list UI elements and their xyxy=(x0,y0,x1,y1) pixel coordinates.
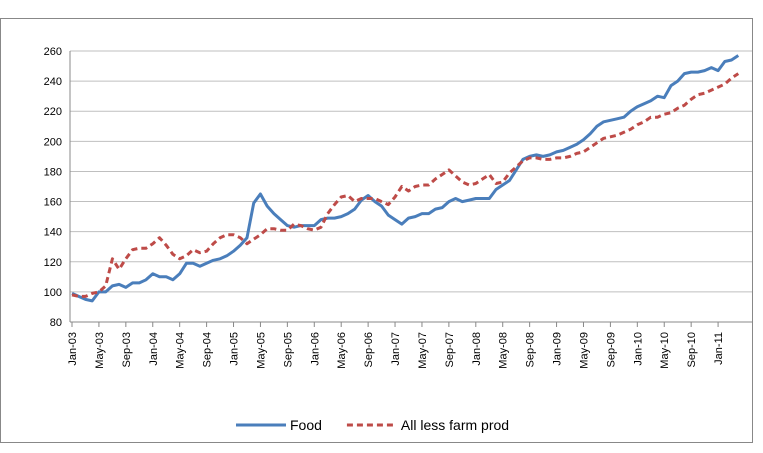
x-tick-label: Sep-04 xyxy=(202,332,214,367)
x-tick-label: Jan-10 xyxy=(632,332,644,366)
y-tick-label: 200 xyxy=(44,136,62,148)
x-tick-label: Jan-07 xyxy=(390,332,402,366)
y-tick-label: 260 xyxy=(44,46,62,58)
x-tick-label: Sep-03 xyxy=(121,332,133,367)
chart-border xyxy=(0,18,753,443)
legend-label: All less farm prod xyxy=(401,417,509,433)
x-tick-label: Sep-06 xyxy=(363,332,375,367)
series-line xyxy=(71,72,740,298)
y-tick-label: 120 xyxy=(44,257,62,269)
legend-label: Food xyxy=(290,417,322,433)
x-tick-label: May-04 xyxy=(175,332,187,369)
y-tick-label: 180 xyxy=(44,166,62,178)
x-tick-label: Jan-04 xyxy=(148,332,160,366)
x-tick-label: May-06 xyxy=(336,332,348,369)
x-tick-label: May-10 xyxy=(659,332,671,369)
x-tick-label: May-03 xyxy=(94,332,106,369)
x-tick-label: Jan-06 xyxy=(309,332,321,366)
x-tick-label: May-07 xyxy=(417,332,429,369)
y-tick-label: 160 xyxy=(44,197,62,209)
x-tick-label: May-09 xyxy=(578,332,590,369)
x-tick-label: May-05 xyxy=(255,332,267,369)
x-tick-label: Jan-03 xyxy=(67,332,79,366)
series-line xyxy=(71,54,740,303)
x-tick-label: Sep-05 xyxy=(282,332,294,367)
y-tick-label: 100 xyxy=(44,287,62,299)
y-tick-label: 80 xyxy=(50,317,62,329)
x-tick-label: Sep-08 xyxy=(525,332,537,367)
x-tick-label: May-08 xyxy=(498,332,510,369)
x-tick-label: Jan-05 xyxy=(229,332,241,366)
y-tick-label: 140 xyxy=(44,227,62,239)
y-tick-label: 220 xyxy=(44,106,62,118)
x-tick-label: Sep-10 xyxy=(686,332,698,367)
x-tick-label: Sep-09 xyxy=(605,332,617,367)
x-tick-label: Jan-08 xyxy=(471,332,483,366)
y-tick-label: 240 xyxy=(44,76,62,88)
x-tick-label: Sep-07 xyxy=(444,332,456,367)
x-tick-label: Jan-11 xyxy=(713,332,725,365)
x-tick-label: Jan-09 xyxy=(552,332,564,366)
